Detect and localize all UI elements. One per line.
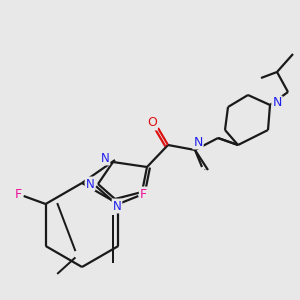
Text: N: N: [100, 152, 109, 164]
Text: N: N: [272, 97, 282, 110]
Text: F: F: [140, 188, 147, 200]
Text: N: N: [85, 178, 94, 190]
Text: methyl: methyl: [204, 169, 209, 170]
Text: F: F: [15, 188, 22, 200]
Text: O: O: [147, 116, 157, 130]
Text: N: N: [112, 200, 122, 212]
Text: N: N: [193, 136, 203, 148]
